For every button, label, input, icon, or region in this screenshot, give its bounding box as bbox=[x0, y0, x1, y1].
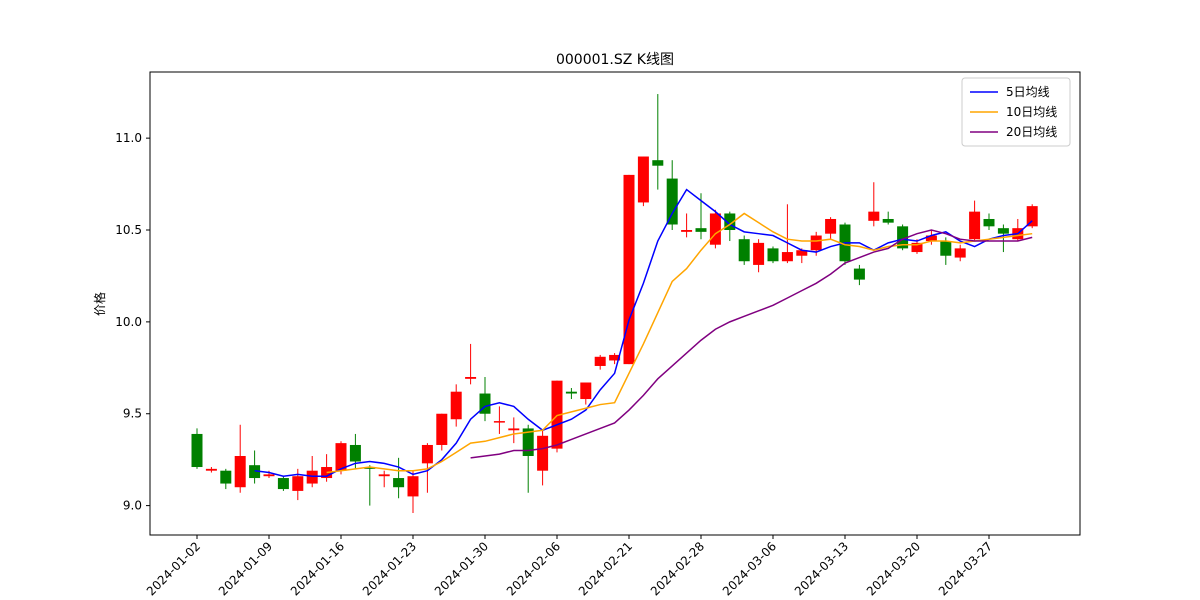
candle-body bbox=[753, 242, 765, 265]
y-tick-label: 10.5 bbox=[115, 223, 142, 237]
legend-box bbox=[961, 77, 1071, 147]
ma-line bbox=[470, 229, 1033, 459]
candle-body bbox=[969, 211, 981, 240]
candle-body bbox=[436, 413, 448, 445]
y-axis-label: 价格 bbox=[92, 292, 107, 316]
candle-body bbox=[796, 250, 808, 256]
candle-body bbox=[609, 354, 621, 361]
legend-label: 10日均线 bbox=[1006, 105, 1057, 119]
candle-body bbox=[421, 444, 433, 464]
candle-body bbox=[882, 218, 894, 223]
candle-body bbox=[465, 376, 477, 379]
plot-frame bbox=[149, 71, 1081, 536]
candle-body bbox=[364, 467, 376, 469]
candle-body bbox=[493, 421, 505, 423]
candle-body bbox=[652, 160, 664, 166]
candle-body bbox=[925, 235, 937, 242]
ma-line bbox=[254, 188, 1033, 477]
candle-body bbox=[450, 391, 462, 420]
x-tick-label: 2024-01-02 bbox=[144, 539, 203, 598]
y-tick-label: 10.0 bbox=[115, 315, 142, 329]
candle-body bbox=[220, 470, 232, 484]
candle-body bbox=[393, 478, 405, 488]
ma-line bbox=[326, 212, 1033, 474]
candle-body bbox=[997, 228, 1009, 234]
candle-body bbox=[825, 218, 837, 234]
x-tick-label: 2024-03-20 bbox=[864, 539, 923, 598]
candle-body bbox=[724, 213, 736, 231]
x-tick-label: 2024-01-16 bbox=[288, 539, 347, 598]
candle-body bbox=[709, 213, 721, 245]
candle-body bbox=[306, 470, 318, 484]
x-tick-label: 2024-02-21 bbox=[576, 539, 635, 598]
x-tick-label: 2024-01-30 bbox=[432, 539, 491, 598]
candle-body bbox=[954, 248, 966, 258]
candle-body bbox=[565, 391, 577, 394]
y-tick-label: 9.5 bbox=[123, 407, 142, 421]
candle-body bbox=[810, 235, 822, 251]
candle-body bbox=[940, 241, 952, 256]
candle-body bbox=[249, 465, 261, 479]
candle-body bbox=[767, 248, 779, 262]
legend-label: 20日均线 bbox=[1006, 125, 1057, 139]
x-tick-label: 2024-03-27 bbox=[936, 539, 995, 598]
candle-body bbox=[681, 230, 693, 232]
legend-label: 5日均线 bbox=[1006, 85, 1050, 99]
candle-body bbox=[205, 468, 217, 471]
candle-body bbox=[537, 435, 549, 471]
candle-body bbox=[522, 428, 534, 456]
candle-body bbox=[1026, 206, 1038, 227]
candle-body bbox=[277, 478, 289, 490]
candle-body bbox=[911, 242, 923, 253]
candle-body bbox=[868, 211, 880, 221]
x-tick-label: 2024-01-09 bbox=[216, 539, 275, 598]
chart-title: 000001.SZ K线图 bbox=[556, 52, 674, 68]
candle-body bbox=[623, 174, 635, 365]
candle-body bbox=[234, 455, 246, 488]
candle-body bbox=[897, 226, 909, 249]
candle-body bbox=[335, 443, 347, 471]
candle-body bbox=[263, 474, 275, 477]
candle-body bbox=[853, 268, 865, 280]
x-tick-label: 2024-02-28 bbox=[648, 539, 707, 598]
candle-body bbox=[637, 156, 649, 203]
candle-body bbox=[508, 428, 520, 431]
x-tick-label: 2024-03-13 bbox=[792, 539, 851, 598]
candle-body bbox=[407, 476, 419, 497]
candle-body bbox=[666, 178, 678, 225]
candle-body bbox=[781, 252, 793, 262]
candle-body bbox=[191, 433, 203, 468]
candle-body bbox=[983, 218, 995, 227]
candle-body bbox=[378, 474, 390, 477]
candle-body bbox=[695, 228, 707, 232]
y-tick-label: 9.0 bbox=[123, 499, 142, 513]
candle-body bbox=[479, 393, 491, 414]
x-tick-label: 2024-01-23 bbox=[360, 539, 419, 598]
y-tick-label: 11.0 bbox=[115, 131, 142, 145]
candle-body bbox=[349, 444, 361, 462]
x-tick-label: 2024-03-06 bbox=[720, 539, 779, 598]
candle-body bbox=[738, 239, 750, 262]
candle-body bbox=[580, 382, 592, 400]
x-tick-label: 2024-02-06 bbox=[504, 539, 563, 598]
candle-body bbox=[594, 356, 606, 366]
candle-body bbox=[551, 380, 563, 449]
candle-body bbox=[292, 476, 304, 491]
